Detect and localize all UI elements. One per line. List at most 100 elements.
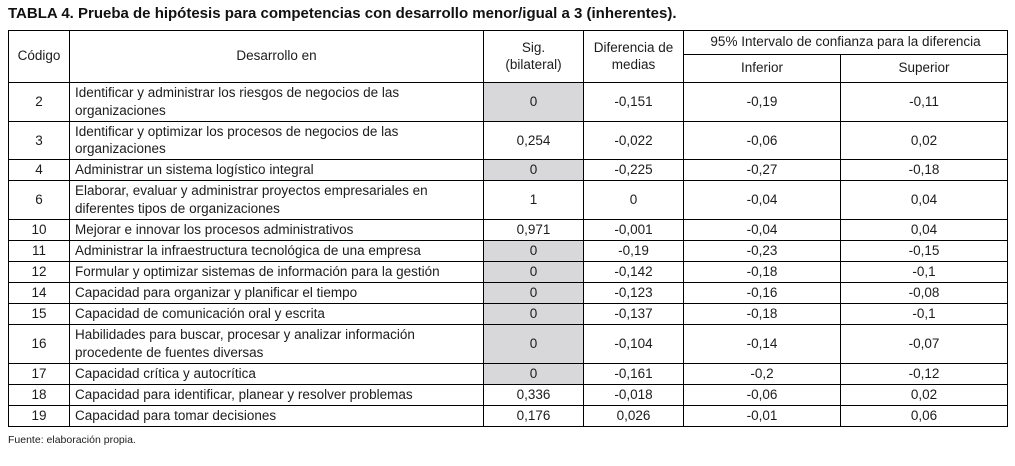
header-row-sub: Inferior Superior bbox=[9, 54, 1009, 83]
cell-diferencia: -0,022 bbox=[583, 120, 684, 161]
cell-diferencia: -0,018 bbox=[583, 383, 684, 406]
cell-inferior: -0,19 bbox=[683, 82, 841, 122]
cell-sig: 0 bbox=[483, 239, 584, 262]
cell-inferior: -0,06 bbox=[683, 120, 841, 161]
table-row: 16 Habilidades para buscar, procesar y an… bbox=[8, 323, 1009, 364]
cell-inferior: -0,18 bbox=[683, 302, 841, 325]
cell-desarrollo: Administrar la infraestructura tecnológi… bbox=[69, 239, 484, 262]
cell-sig: 0 bbox=[483, 159, 584, 182]
cell-inferior: -0,01 bbox=[683, 404, 841, 427]
cell-inferior: -0,23 bbox=[683, 239, 841, 262]
cell-diferencia: -0,104 bbox=[583, 323, 684, 364]
header-diferencia: Diferencia de medias bbox=[583, 30, 684, 83]
cell-codigo: 14 bbox=[8, 281, 70, 304]
cell-codigo: 10 bbox=[8, 218, 70, 241]
table-row: 18 Capacidad para identificar, planear y … bbox=[8, 383, 1009, 406]
header-superior: Superior bbox=[839, 54, 1009, 83]
cell-sig: 0 bbox=[483, 362, 584, 385]
page-title: TABLA 4. Prueba de hipótesis para compet… bbox=[8, 5, 677, 22]
cell-inferior: -0,2 bbox=[683, 362, 841, 385]
table-row: 11 Administrar la infraestructura tecnoló… bbox=[8, 239, 1009, 262]
cell-desarrollo: Capacidad para identificar, planear y re… bbox=[69, 383, 484, 406]
cell-codigo: 3 bbox=[8, 120, 70, 161]
cell-codigo: 11 bbox=[8, 239, 70, 262]
cell-codigo: 4 bbox=[8, 159, 70, 182]
table-row: 19 Capacidad para tomar decisiones 0,176 0,… bbox=[8, 404, 1009, 427]
table-row: 15 Capacidad de comunicación oral y escri… bbox=[8, 302, 1009, 325]
cell-desarrollo: Identificar y optimizar los procesos de … bbox=[69, 120, 484, 161]
cell-superior: -0,1 bbox=[839, 260, 1009, 283]
cell-superior: -0,18 bbox=[839, 159, 1009, 182]
cell-inferior: -0,04 bbox=[683, 218, 841, 241]
cell-sig: 0 bbox=[483, 323, 584, 364]
cell-inferior: -0,27 bbox=[683, 159, 841, 182]
cell-superior: -0,15 bbox=[839, 239, 1009, 262]
cell-sig: 0,336 bbox=[483, 383, 584, 406]
table-body: 2 Identificar y administrar los riesgos d… bbox=[8, 82, 1009, 427]
cell-superior: 0,02 bbox=[839, 383, 1009, 406]
cell-diferencia: -0,19 bbox=[583, 239, 684, 262]
cell-diferencia: -0,137 bbox=[583, 302, 684, 325]
cell-codigo: 17 bbox=[8, 362, 70, 385]
cell-diferencia: -0,123 bbox=[583, 281, 684, 304]
cell-desarrollo: Capacidad para organizar y planificar el… bbox=[69, 281, 484, 304]
header-row-group: Código Desarrollo en Sig. (bilateral) Di… bbox=[8, 30, 1009, 83]
cell-codigo: 2 bbox=[8, 82, 70, 122]
cell-codigo: 19 bbox=[8, 404, 70, 427]
cell-codigo: 12 bbox=[8, 260, 70, 283]
cell-desarrollo: Administrar un sistema logístico integra… bbox=[69, 159, 484, 182]
source-note: Fuente: elaboración propia. bbox=[8, 433, 136, 446]
cell-desarrollo: Habilidades para buscar, procesar y anal… bbox=[69, 323, 484, 364]
cell-diferencia: -0,225 bbox=[583, 159, 684, 182]
cell-sig: 0 bbox=[483, 281, 584, 304]
cell-diferencia: 0,026 bbox=[583, 404, 684, 427]
cell-diferencia: -0,161 bbox=[583, 362, 684, 385]
cell-sig: 0 bbox=[483, 260, 584, 283]
header-ci-group: 95% Intervalo de confianza para la difer… bbox=[682, 30, 1009, 55]
cell-diferencia: -0,001 bbox=[583, 218, 684, 241]
cell-superior: -0,12 bbox=[839, 362, 1009, 385]
cell-superior: -0,08 bbox=[839, 281, 1009, 304]
cell-superior: 0,06 bbox=[839, 404, 1009, 427]
header-sig: Sig. (bilateral) bbox=[483, 30, 584, 83]
cell-superior: -0,11 bbox=[839, 82, 1009, 122]
cell-codigo: 18 bbox=[8, 383, 70, 406]
header-codigo: Código bbox=[8, 30, 70, 83]
header-inferior: Inferior bbox=[683, 54, 841, 83]
table-row: 4 Administrar un sistema logístico integr… bbox=[8, 159, 1009, 182]
cell-superior: 0,02 bbox=[839, 120, 1009, 161]
table-row: 6 Elaborar, evaluar y administrar proyect… bbox=[8, 180, 1009, 220]
cell-desarrollo: Capacidad crítica y autocrítica bbox=[69, 362, 484, 385]
cell-sig: 0,176 bbox=[483, 404, 584, 427]
cell-superior: -0,07 bbox=[839, 323, 1009, 364]
cell-desarrollo: Elaborar, evaluar y administrar proyecto… bbox=[69, 180, 484, 220]
cell-sig: 0,254 bbox=[483, 120, 584, 161]
cell-diferencia: 0 bbox=[583, 180, 684, 220]
table-row: 2 Identificar y administrar los riesgos d… bbox=[8, 82, 1009, 122]
cell-superior: -0,1 bbox=[839, 302, 1009, 325]
table-row: 14 Capacidad para organizar y planificar … bbox=[8, 281, 1009, 304]
cell-inferior: -0,18 bbox=[683, 260, 841, 283]
page: TABLA 4. Prueba de hipótesis para compet… bbox=[8, 5, 1009, 446]
cell-sig: 0 bbox=[483, 302, 584, 325]
table-row: 17 Capacidad crítica y autocrítica 0 -0,161… bbox=[8, 362, 1009, 385]
cell-codigo: 6 bbox=[8, 180, 70, 220]
cell-sig: 1 bbox=[483, 180, 584, 220]
table-row: 12 Formular y optimizar sistemas de infor… bbox=[8, 260, 1009, 283]
cell-desarrollo: Identificar y administrar los riesgos de… bbox=[69, 82, 484, 122]
cell-codigo: 16 bbox=[8, 323, 70, 364]
cell-diferencia: -0,142 bbox=[583, 260, 684, 283]
cell-desarrollo: Formular y optimizar sistemas de informa… bbox=[69, 260, 484, 283]
cell-sig: 0 bbox=[483, 82, 584, 122]
cell-codigo: 15 bbox=[8, 302, 70, 325]
cell-desarrollo: Capacidad de comunicación oral y escrita bbox=[69, 302, 484, 325]
cell-sig: 0,971 bbox=[483, 218, 584, 241]
cell-inferior: -0,04 bbox=[683, 180, 841, 220]
table-row: 3 Identificar y optimizar los procesos de… bbox=[8, 120, 1009, 161]
cell-superior: 0,04 bbox=[839, 180, 1009, 220]
cell-inferior: -0,16 bbox=[683, 281, 841, 304]
header-desarrollo: Desarrollo en bbox=[69, 30, 484, 83]
table-header: Código Desarrollo en Sig. (bilateral) Di… bbox=[8, 30, 1009, 83]
cell-diferencia: -0,151 bbox=[583, 82, 684, 122]
cell-superior: 0,04 bbox=[839, 218, 1009, 241]
